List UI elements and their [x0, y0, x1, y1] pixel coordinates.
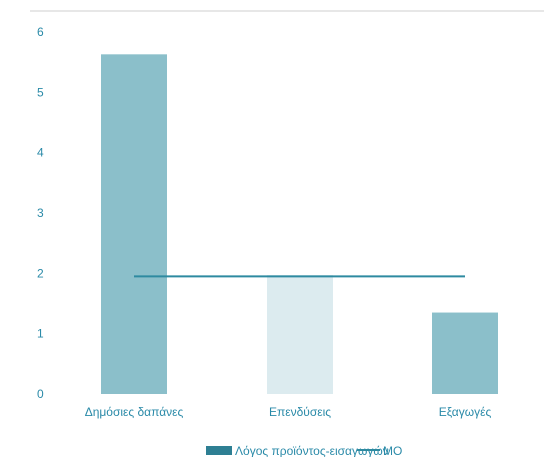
legend-label-bar: Λόγος προϊόντος-εισαγωγών [235, 444, 389, 457]
bar [432, 312, 498, 394]
y-tick-label: 6 [37, 25, 44, 39]
bar [267, 275, 333, 394]
category-label: Επενδύσεις [269, 405, 331, 419]
legend-label-line: ΜΟ [383, 444, 402, 457]
category-label: Εξαγωγές [439, 405, 492, 419]
category-label: Δημόσιες δαπάνες [85, 405, 184, 419]
y-tick-label: 5 [37, 85, 44, 99]
bar [101, 54, 167, 394]
y-tick-label: 2 [37, 266, 44, 280]
y-tick-label: 0 [37, 387, 44, 401]
legend-swatch-bar [206, 446, 232, 455]
category-labels: Δημόσιες δαπάνες Επενδύσεις Εξαγωγές [85, 405, 492, 419]
y-tick-label: 1 [37, 327, 44, 341]
legend: Λόγος προϊόντος-εισαγωγών ΜΟ [206, 444, 402, 457]
y-tick-label: 4 [37, 146, 44, 160]
y-tick-label: 3 [37, 206, 44, 220]
y-axis-ticks: 0 1 2 3 4 5 6 [37, 25, 44, 401]
bars [101, 54, 498, 394]
